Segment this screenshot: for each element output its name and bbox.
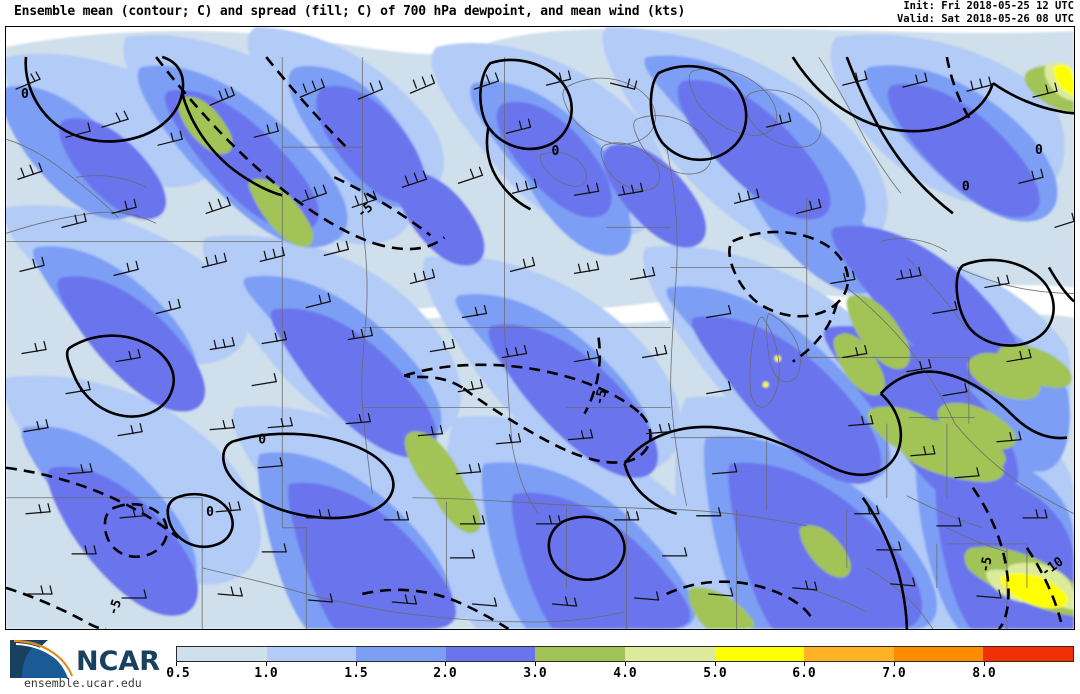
- logo-accent-white: [15, 643, 71, 677]
- colorbar-tickmark: [176, 662, 177, 666]
- colorbar-tickmark: [535, 662, 536, 666]
- colorbar-ticks: 0.5 1.0 1.5 2.0 3.0 4.0 5.0 6.0 7.0 8.0: [166, 662, 1074, 686]
- contour-label-neg5: -5: [592, 388, 611, 407]
- weather-map-canvas[interactable]: 0 -5 0 0 0 -5 -5 -5 0 0 -5 -10 0: [6, 27, 1074, 629]
- ncar-url-label: ensemble.ucar.edu: [24, 676, 142, 690]
- logo-accent-orange: [13, 639, 74, 677]
- colorbar-ticklabel: 8.0: [972, 666, 996, 681]
- map-panel[interactable]: 0 -5 0 0 0 -5 -5 -5 0 0 -5 -10 0: [5, 26, 1075, 630]
- ncar-logo[interactable]: NCAR ensemble.ucar.edu: [4, 634, 166, 690]
- init-time-label: Init: Fri 2018-05-25 12 UTC: [903, 0, 1074, 12]
- colorbar-tickmark: [266, 662, 267, 666]
- colorbar-band[interactable]: [804, 647, 894, 661]
- ncar-logo-graphic: NCAR ensemble.ucar.edu: [10, 639, 160, 690]
- contour-solid-layer: [24, 55, 1074, 629]
- valid-time-block: Init: Fri 2018-05-25 12 UTC Valid: Sat 2…: [897, 0, 1074, 25]
- colorbar-tickmark: [984, 662, 985, 666]
- colorbar-band[interactable]: [177, 647, 267, 661]
- colorbar-band[interactable]: [356, 647, 446, 661]
- colorbar-band[interactable]: [445, 647, 536, 661]
- colorbar-band[interactable]: [624, 647, 715, 661]
- colorbar-band[interactable]: [893, 647, 984, 661]
- contour-label-0: 0: [258, 433, 266, 448]
- footer-bar: NCAR ensemble.ucar.edu: [0, 632, 1080, 693]
- colorbar-ticklabel: 5.0: [703, 666, 727, 681]
- contour-label-0: 0: [21, 87, 29, 102]
- colorbar-ticklabel: 0.5: [166, 666, 190, 681]
- colorbar-ticklabel: 1.5: [344, 666, 368, 681]
- ncar-wordmark: NCAR: [76, 646, 160, 677]
- header-bar: Ensemble mean (contour; C) and spread (f…: [0, 0, 1080, 25]
- colorbar-tickmark: [804, 662, 805, 666]
- colorbar-ticklabel: 7.0: [882, 666, 906, 681]
- contour-label-0: 0: [1035, 143, 1043, 158]
- colorbar-band[interactable]: [714, 647, 805, 661]
- logo-swoosh-blue: [12, 642, 68, 678]
- valid-time-label: Valid: Sat 2018-05-26 08 UTC: [896, 12, 1074, 25]
- contour-label-0: 0: [206, 505, 214, 520]
- colorbar-ticklabel: 4.0: [613, 666, 637, 681]
- wind-barbs-layer: [15, 70, 1074, 607]
- colorbar-ticklabel: 6.0: [792, 666, 816, 681]
- colorbar-band[interactable]: [983, 647, 1073, 661]
- contour-label-0: 0: [962, 179, 970, 194]
- colorbar-tickmark: [715, 662, 716, 666]
- colorbar-bands[interactable]: [176, 646, 1074, 662]
- contour-dashed-layer: [6, 56, 1063, 629]
- contour-label-neg5: -5: [106, 597, 125, 617]
- page-title: Ensemble mean (contour; C) and spread (f…: [14, 4, 686, 19]
- colorbar-band[interactable]: [266, 647, 357, 661]
- colorbar-tickmark: [445, 662, 446, 666]
- colorbar-ticklabel: 3.0: [523, 666, 547, 681]
- contour-label-neg5: -5: [978, 556, 995, 574]
- colorbar-tickmark: [356, 662, 357, 666]
- contour-label-0: 0: [552, 144, 560, 159]
- colorbar[interactable]: 0.5 1.0 1.5 2.0 3.0 4.0 5.0 6.0 7.0 8.0: [166, 646, 1074, 688]
- colorbar-tickmark: [894, 662, 895, 666]
- colorbar-band[interactable]: [535, 647, 625, 661]
- colorbar-ticklabel: 2.0: [433, 666, 457, 681]
- colorbar-ticklabel: 1.0: [254, 666, 278, 681]
- colorbar-tickmark: [625, 662, 626, 666]
